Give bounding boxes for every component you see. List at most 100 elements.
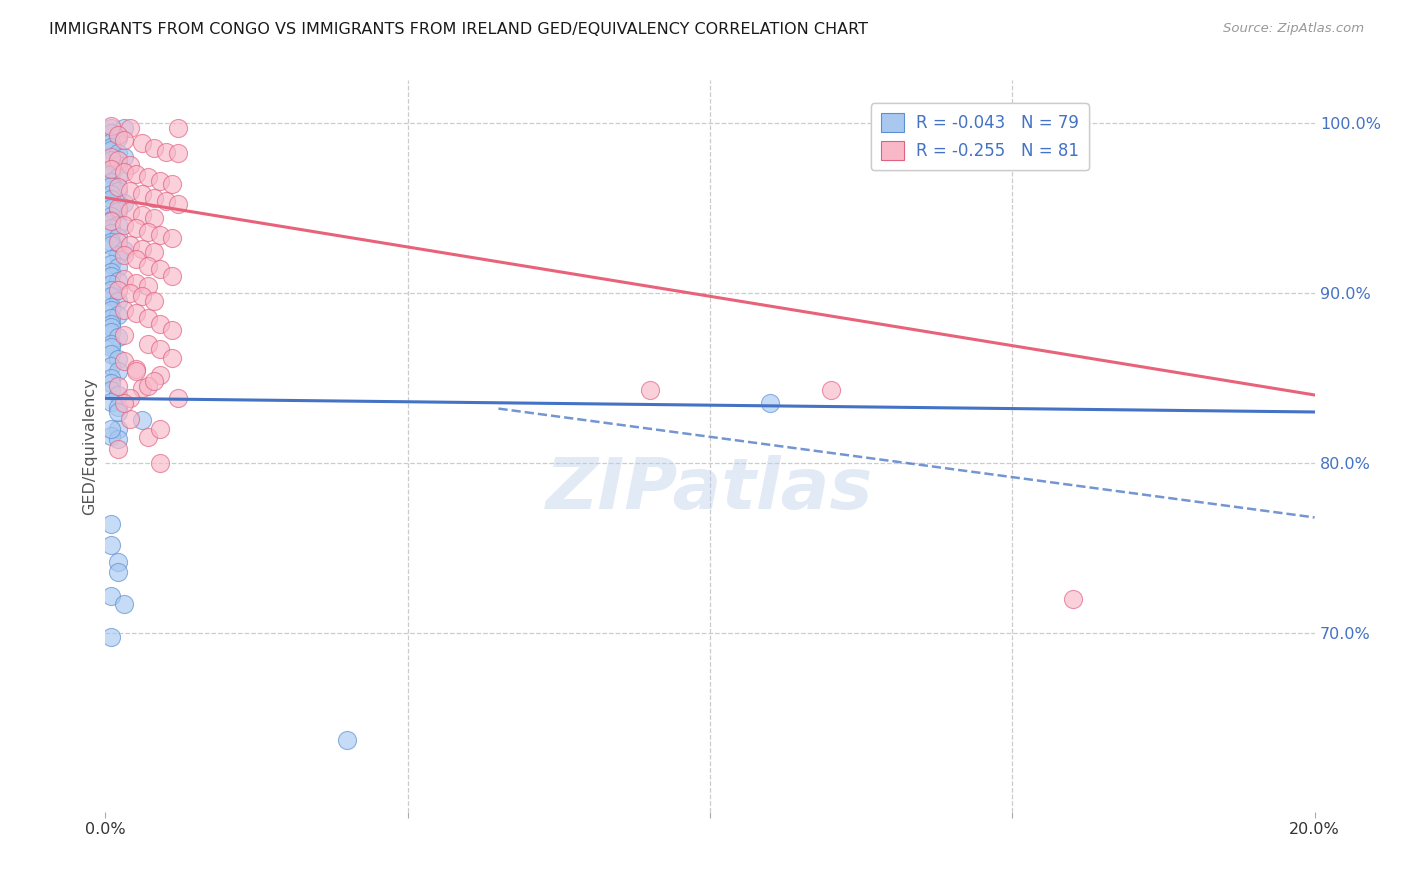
Point: [107, 379, 129, 393]
Point: [100, 283, 122, 297]
Point: [107, 388, 129, 402]
Point: [149, 368, 172, 382]
Point: [100, 178, 122, 193]
Point: [136, 311, 159, 326]
Point: [107, 235, 129, 249]
Point: [100, 257, 122, 271]
Point: [107, 294, 129, 309]
Point: [155, 194, 177, 208]
Point: [125, 364, 148, 378]
Point: [100, 538, 122, 552]
Point: [112, 165, 135, 179]
Point: [142, 245, 165, 260]
Point: [118, 158, 141, 172]
Point: [112, 354, 135, 368]
Point: [136, 259, 159, 273]
Point: [336, 733, 359, 747]
Point: [125, 362, 148, 376]
Point: [100, 517, 122, 532]
Point: [107, 146, 129, 161]
Point: [100, 210, 122, 224]
Text: IMMIGRANTS FROM CONGO VS IMMIGRANTS FROM IRELAND GED/EQUIVALENCY CORRELATION CHA: IMMIGRANTS FROM CONGO VS IMMIGRANTS FROM…: [49, 22, 869, 37]
Point: [142, 294, 165, 309]
Point: [100, 589, 122, 603]
Point: [100, 139, 122, 153]
Point: [100, 214, 122, 228]
Point: [638, 383, 661, 397]
Point: [100, 300, 122, 314]
Point: [118, 392, 141, 406]
Point: [118, 238, 141, 252]
Point: [131, 242, 153, 256]
Point: [100, 201, 122, 215]
Point: [107, 364, 129, 378]
Point: [149, 456, 172, 470]
Point: [142, 191, 165, 205]
Point: [118, 184, 141, 198]
Point: [100, 371, 122, 385]
Point: [131, 381, 153, 395]
Point: [125, 252, 148, 266]
Point: [125, 276, 148, 290]
Point: [107, 422, 129, 436]
Point: [149, 317, 172, 331]
Point: [125, 306, 148, 320]
Point: [149, 228, 172, 243]
Point: [100, 252, 122, 266]
Point: [131, 289, 153, 303]
Point: [142, 375, 165, 389]
Point: [100, 175, 122, 189]
Point: [100, 325, 122, 339]
Point: [167, 392, 190, 406]
Point: [100, 126, 122, 140]
Point: [100, 277, 122, 292]
Point: [100, 167, 122, 181]
Point: [100, 376, 122, 390]
Point: [107, 184, 129, 198]
Point: [107, 352, 129, 367]
Point: [136, 337, 159, 351]
Point: [160, 268, 183, 283]
Point: [107, 128, 129, 142]
Point: [107, 442, 129, 457]
Point: [155, 145, 177, 159]
Point: [759, 396, 782, 410]
Point: [142, 141, 165, 155]
Point: [100, 289, 122, 303]
Point: [100, 429, 122, 443]
Point: [160, 351, 183, 365]
Point: [131, 208, 153, 222]
Point: [100, 422, 122, 436]
Point: [100, 347, 122, 361]
Point: [112, 150, 135, 164]
Point: [107, 405, 129, 419]
Point: [107, 555, 129, 569]
Point: [118, 285, 141, 300]
Point: [107, 170, 129, 185]
Point: [107, 158, 129, 172]
Point: [100, 238, 122, 252]
Point: [107, 400, 129, 414]
Point: [131, 187, 153, 202]
Point: [112, 396, 135, 410]
Point: [100, 143, 122, 157]
Point: [107, 180, 129, 194]
Point: [167, 120, 190, 135]
Point: [112, 195, 135, 210]
Point: [100, 161, 122, 176]
Point: [100, 119, 122, 133]
Point: [112, 248, 135, 262]
Point: [131, 136, 153, 151]
Point: [107, 432, 129, 446]
Point: [100, 161, 122, 176]
Point: [100, 135, 122, 149]
Point: [100, 192, 122, 206]
Point: [100, 150, 122, 164]
Point: [100, 265, 122, 279]
Text: Source: ZipAtlas.com: Source: ZipAtlas.com: [1223, 22, 1364, 36]
Point: [107, 204, 129, 219]
Point: [112, 244, 135, 258]
Y-axis label: GED/Equivalency: GED/Equivalency: [82, 377, 97, 515]
Point: [136, 279, 159, 293]
Point: [136, 170, 159, 185]
